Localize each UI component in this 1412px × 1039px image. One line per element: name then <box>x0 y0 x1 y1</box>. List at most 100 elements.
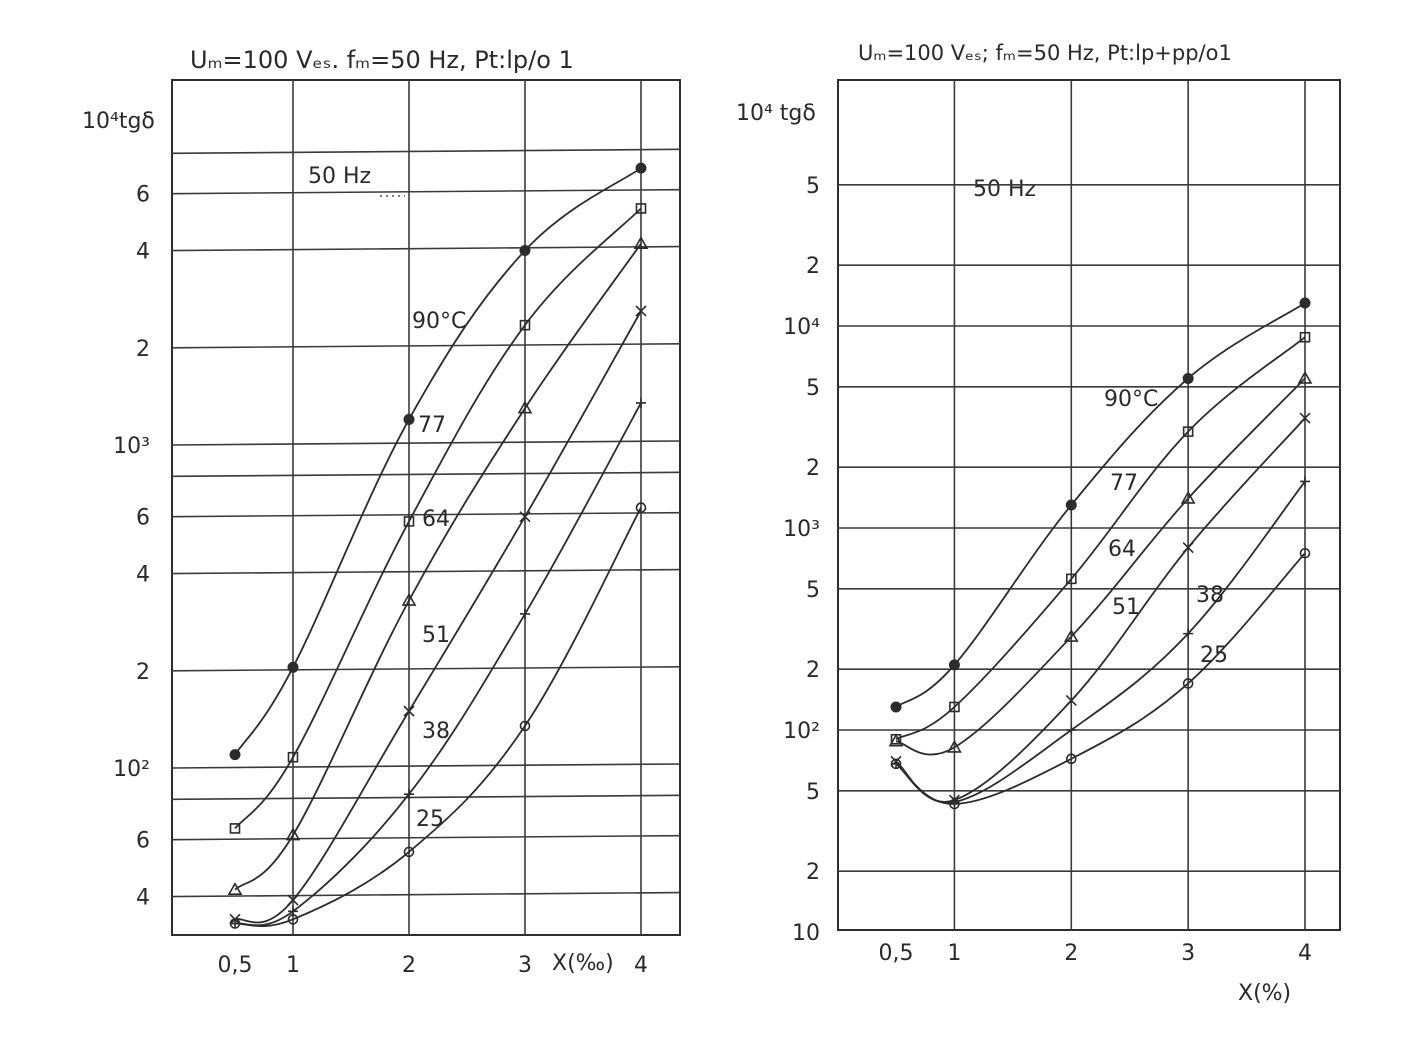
left-y-tick-0: 4 <box>136 886 150 911</box>
right-series-0-point-2 <box>1065 499 1077 511</box>
left-series-line-5 <box>234 507 642 928</box>
right-series-4-point-4 <box>1300 476 1310 487</box>
left-series-label-3: 51 <box>422 623 450 648</box>
left-series-2-point-2 <box>401 592 417 606</box>
left-series-1-point-4 <box>635 203 647 214</box>
left-grid-h-2 <box>171 794 681 801</box>
left-series-0-point-1 <box>287 661 299 673</box>
left-series-labels: 90°C 77 64 51 38 25 <box>412 309 466 832</box>
left-series-0-point-2 <box>403 413 415 425</box>
left-series-3-point-3 <box>519 511 531 523</box>
left-series-5-point-0 <box>229 918 241 929</box>
left-series-0-point-3 <box>519 245 531 257</box>
right-y-tick-6: 10³ <box>783 517 820 542</box>
right-y-tick-9: 10⁴ <box>783 315 820 340</box>
right-series-2-point-4 <box>1297 370 1313 384</box>
left-x-tick-4: 4 <box>634 953 648 978</box>
right-series-5-point-3 <box>1182 678 1194 689</box>
right-series-0-point-4 <box>1299 297 1311 309</box>
right-series-line-0 <box>895 302 1306 708</box>
right-series-4-point-2 <box>1066 725 1077 735</box>
left-grid-h-8 <box>171 440 681 446</box>
left-x-tick-3: 3 <box>518 953 532 978</box>
left-series-5-point-1 <box>287 914 299 925</box>
left-y-tick-7: 2 <box>136 337 150 362</box>
left-series-line-2 <box>234 243 642 891</box>
right-series-4-point-3 <box>1183 628 1194 639</box>
left-y-axis-label: 10⁴tgδ <box>82 109 155 134</box>
left-series-5-point-3 <box>519 720 531 732</box>
left-y-tick-8: 4 <box>136 240 150 265</box>
right-series-0-point-0 <box>890 701 902 713</box>
right-series-5-point-2 <box>1065 753 1077 765</box>
right-y-tick-10: 2 <box>806 254 820 279</box>
left-series-2-point-1 <box>285 827 301 841</box>
right-y-tick-7: 2 <box>806 456 820 481</box>
right-series-3-point-2 <box>1065 694 1077 707</box>
right-series-labels: 90°C 77 64 51 38 25 <box>1104 387 1228 668</box>
left-series-3-point-4 <box>635 305 647 317</box>
right-series-2-point-2 <box>1063 628 1079 642</box>
right-y-tick-11: 5 <box>806 174 820 199</box>
left-series-2-point-3 <box>517 400 533 414</box>
left-series-2-point-0 <box>227 882 243 895</box>
left-series-4-point-2 <box>404 789 414 800</box>
left-chart-title: Uₘ=100 Vₑₛ. fₘ=50 Hz, Pt:lp/o 1 <box>190 46 574 74</box>
left-series-label-0: 90°C <box>412 309 466 334</box>
right-x-tick-3: 3 <box>1181 941 1195 966</box>
right-grid <box>837 79 1341 931</box>
left-grid-h-7 <box>171 471 681 478</box>
right-markers <box>888 297 1313 810</box>
right-series-1-point-3 <box>1182 426 1194 437</box>
right-series-label-2: 64 <box>1108 537 1136 562</box>
left-grid-h-10 <box>171 245 681 252</box>
right-x-tick-1: 1 <box>947 941 961 966</box>
left-ticks: 4 6 10² 2 4 6 10³ 2 4 6 0,5 1 2 3 4 <box>113 183 648 978</box>
left-series-label-1: 77 <box>418 413 446 438</box>
left-series-label-4: 38 <box>422 719 450 744</box>
left-x-axis-label: X(‰) <box>552 951 614 976</box>
left-y-tick-9: 6 <box>136 183 150 208</box>
right-series-5-point-0 <box>890 758 902 770</box>
right-series-1-point-4 <box>1299 331 1311 343</box>
left-x-tick-2: 2 <box>402 953 416 978</box>
left-y-tick-3: 2 <box>136 660 150 685</box>
left-series-1-point-2 <box>403 516 415 527</box>
left-grid-h-6 <box>171 511 681 518</box>
right-panel: Uₘ=100 Vₑₛ; fₘ=50 Hz, Pt:lp+pp/o1 10⁴ tg… <box>736 41 1341 1006</box>
left-y-tick-2: 10² <box>113 757 150 782</box>
right-x-axis-label: X(%) <box>1238 981 1291 1006</box>
right-y-tick-1: 2 <box>806 860 820 885</box>
right-series-0-point-1 <box>948 659 960 671</box>
right-curves <box>895 302 1306 805</box>
left-series-5-point-4 <box>635 502 647 513</box>
left-series-1-point-3 <box>519 319 531 331</box>
right-series-label-4: 38 <box>1196 583 1224 608</box>
right-x-tick-2: 2 <box>1064 941 1078 966</box>
left-series-0-point-4 <box>635 162 647 174</box>
right-series-label-3: 51 <box>1112 595 1140 620</box>
left-grid-h-0 <box>171 891 681 898</box>
left-series-4-point-4 <box>636 397 646 408</box>
left-panel: Uₘ=100 Vₑₛ. fₘ=50 Hz, Pt:lp/o 1 10⁴tgδ 5… <box>82 46 681 978</box>
right-series-line-1 <box>895 336 1306 741</box>
left-series-4-point-3 <box>520 608 530 619</box>
left-series-label-2: 64 <box>422 507 450 532</box>
right-y-tick-5: 5 <box>806 578 820 603</box>
left-y-tick-5: 6 <box>136 506 150 531</box>
right-y-tick-2: 5 <box>806 780 820 805</box>
left-y-tick-4: 4 <box>136 563 150 588</box>
right-chart-title: Uₘ=100 Vₑₛ; fₘ=50 Hz, Pt:lp+pp/o1 <box>858 41 1232 65</box>
left-series-0-point-0 <box>229 749 241 761</box>
right-series-label-0: 90°C <box>1104 387 1158 412</box>
left-series-5-point-2 <box>403 846 415 858</box>
left-plot-frame <box>171 79 681 936</box>
left-markers <box>227 162 649 929</box>
right-x-tick-0: 0,5 <box>879 941 914 966</box>
left-series-4-point-0 <box>230 918 240 929</box>
right-series-label-5: 25 <box>1200 643 1228 668</box>
right-series-3-point-4 <box>1299 412 1311 424</box>
right-series-label-1: 77 <box>1110 471 1138 496</box>
